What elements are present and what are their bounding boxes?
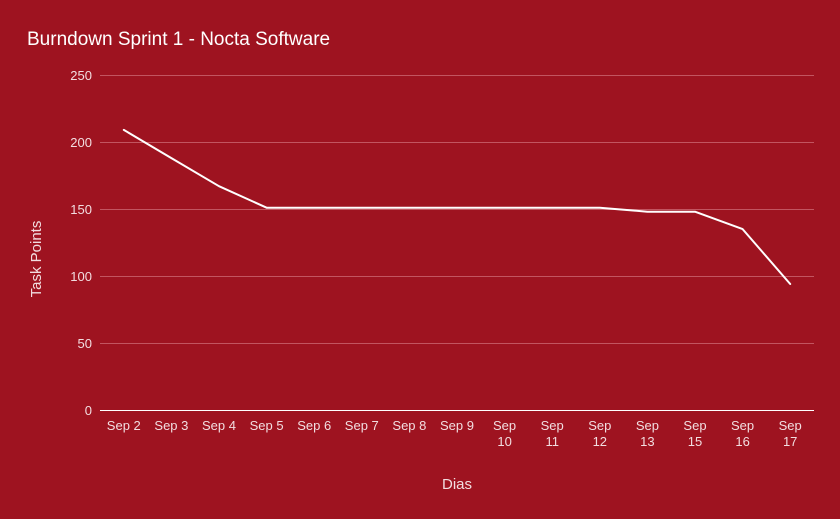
x-tick-label: Sep 15 (683, 418, 706, 449)
x-tick-label: Sep 12 (588, 418, 611, 449)
x-tick-label: Sep 9 (440, 418, 474, 433)
y-tick-label: 200 (70, 135, 92, 150)
x-tick-label: Sep 2 (107, 418, 141, 433)
chart-title: Burndown Sprint 1 - Nocta Software (27, 29, 330, 50)
y-tick-label: 50 (78, 336, 92, 351)
x-tick-label: Sep 11 (541, 418, 564, 449)
y-axis-ticks: 0 50 100 150 200 250 (70, 68, 92, 418)
x-tick-label: Sep 4 (202, 418, 236, 433)
data-point (551, 207, 553, 209)
y-tick-label: 150 (70, 202, 92, 217)
data-point (694, 211, 696, 213)
data-point (646, 211, 648, 213)
data-point (408, 207, 410, 209)
data-point (170, 157, 172, 159)
data-point (599, 207, 601, 209)
x-tick-label: Sep 6 (297, 418, 331, 433)
data-point (361, 207, 363, 209)
data-point (266, 207, 268, 209)
y-tick-label: 100 (70, 269, 92, 284)
series-line-1 (122, 128, 792, 285)
x-tick-label: Sep 3 (154, 418, 188, 433)
data-point (504, 207, 506, 209)
x-tick-label: Sep 5 (250, 418, 284, 433)
x-tick-label: Sep 8 (392, 418, 426, 433)
gridlines (100, 75, 814, 411)
x-tick-label: Sep 16 (731, 418, 754, 449)
x-tick-label: Sep 17 (779, 418, 802, 449)
y-tick-label: 250 (70, 68, 92, 83)
data-point (313, 207, 315, 209)
data-point (742, 228, 744, 230)
y-tick-label: 0 (85, 403, 92, 418)
data-point (456, 207, 458, 209)
x-tick-label: Sep 7 (345, 418, 379, 433)
series-line-group (122, 128, 792, 285)
data-point (218, 185, 220, 187)
y-axis-title: Task Points (28, 221, 45, 298)
data-point (789, 283, 791, 285)
x-axis-ticks: Sep 2 Sep 3 Sep 4 Sep 5 Sep 6 Sep 7 Sep 8 Sep 9… (107, 418, 802, 449)
x-axis-title: Dias (442, 476, 472, 493)
x-tick-label: Sep 10 (493, 418, 516, 449)
x-tick-label: Sep 13 (636, 418, 659, 449)
data-point (123, 129, 125, 131)
